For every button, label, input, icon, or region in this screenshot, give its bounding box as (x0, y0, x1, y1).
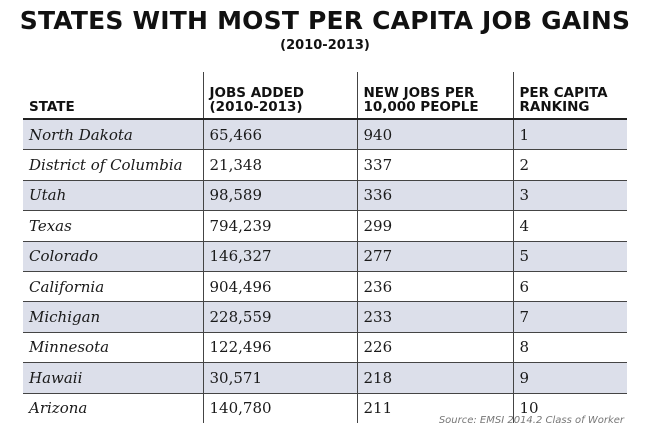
cell-jobs-per-10000: 277 (356, 240, 513, 272)
cell-state: Arizona (23, 392, 203, 423)
cell-jobs-added: 65,466 (202, 118, 357, 151)
cell-ranking: 6 (512, 270, 627, 303)
cell-state: District of Columbia (23, 149, 203, 181)
table-row: Utah 98,589 336 3 (23, 179, 627, 212)
cell-jobs-per-10000: 233 (356, 301, 513, 333)
table-row: North Dakota 65,466 940 1 (23, 118, 627, 151)
table-row: Arizona 140,780 211 10 (23, 392, 627, 423)
cell-jobs-per-10000: 940 (356, 118, 513, 151)
table-row: District of Columbia 21,348 337 2 (23, 149, 627, 181)
cell-state: North Dakota (23, 118, 203, 151)
column-header-jobs-per-10000: NEW JOBS PER 10,000 PEOPLE (356, 72, 513, 120)
cell-jobs-added: 146,327 (202, 240, 357, 272)
cell-jobs-per-10000: 218 (356, 362, 513, 394)
cell-jobs-per-10000: 236 (356, 270, 513, 303)
cell-jobs-added: 794,239 (202, 210, 357, 242)
cell-ranking: 8 (512, 331, 627, 364)
cell-ranking: 3 (512, 179, 627, 212)
cell-state: Hawaii (23, 362, 203, 394)
chart-title: STATES WITH MOST PER CAPITA JOB GAINS (19, 6, 631, 35)
cell-ranking: 5 (512, 240, 627, 272)
cell-jobs-added: 122,496 (202, 331, 357, 364)
column-header-state: STATE (23, 72, 203, 120)
table-row: Minnesota 122,496 226 8 (23, 331, 627, 364)
cell-ranking: 4 (512, 210, 627, 242)
cell-jobs-per-10000: 226 (356, 331, 513, 364)
cell-jobs-added: 30,571 (202, 362, 357, 394)
cell-ranking: 7 (512, 301, 627, 333)
source-note: Source: EMSI 2014.2 Class of Worker (438, 415, 624, 426)
cell-jobs-added: 98,589 (202, 179, 357, 212)
cell-ranking: 2 (512, 149, 627, 181)
table-row: Hawaii 30,571 218 9 (23, 362, 627, 394)
cell-jobs-per-10000: 337 (356, 149, 513, 181)
table-row: California 904,496 236 6 (23, 270, 627, 303)
cell-state: Minnesota (23, 331, 203, 364)
cell-jobs-per-10000: 299 (356, 210, 513, 242)
table-row: Colorado 146,327 277 5 (23, 240, 627, 272)
cell-state: Michigan (23, 301, 203, 333)
column-header-ranking: PER CAPITA RANKING (512, 72, 627, 120)
cell-jobs-added: 21,348 (202, 149, 357, 181)
cell-state: Colorado (23, 240, 203, 272)
table-row: Michigan 228,559 233 7 (23, 301, 627, 333)
cell-state: Texas (23, 210, 203, 242)
table-row: Texas 794,239 299 4 (23, 210, 627, 242)
cell-jobs-added: 140,780 (202, 392, 357, 423)
cell-state: California (23, 270, 203, 303)
cell-ranking: 9 (512, 362, 627, 394)
job-gains-table: STATE JOBS ADDED (2010-2013) NEW JOBS PE… (23, 72, 627, 423)
cell-jobs-added: 228,559 (202, 301, 357, 333)
header-row: STATE JOBS ADDED (2010-2013) NEW JOBS PE… (23, 72, 627, 120)
cell-state: Utah (23, 179, 203, 212)
cell-jobs-added: 904,496 (202, 270, 357, 303)
cell-ranking: 1 (512, 118, 627, 151)
column-header-jobs-added: JOBS ADDED (2010-2013) (202, 72, 357, 120)
cell-ranking: 10 (512, 392, 627, 423)
cell-jobs-per-10000: 211 (356, 392, 513, 423)
chart-subtitle: (2010-2013) (280, 38, 370, 53)
cell-jobs-per-10000: 336 (356, 179, 513, 212)
